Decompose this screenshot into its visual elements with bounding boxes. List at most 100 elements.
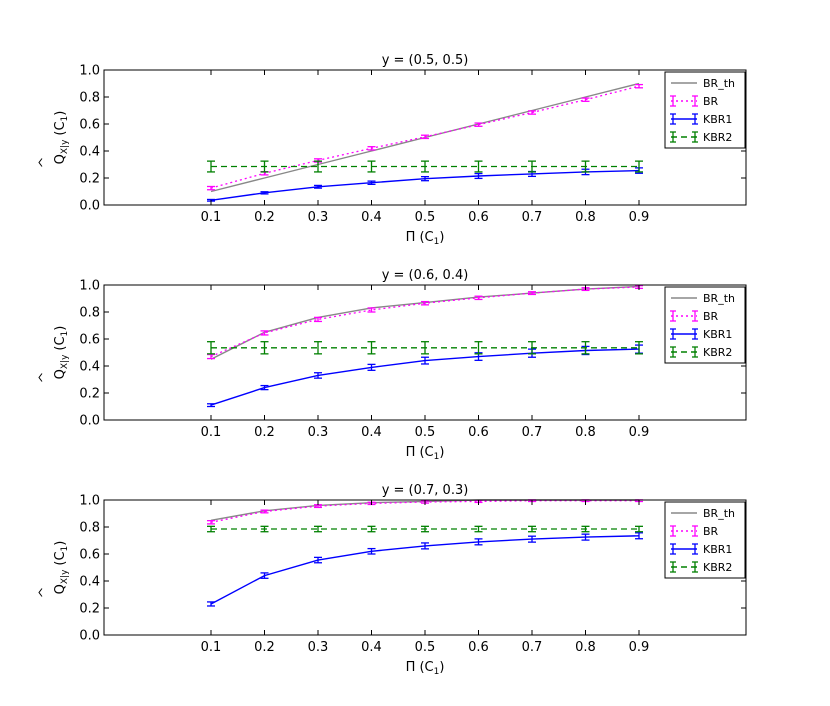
legend: BR_th BR KBR1 KBR2 (664, 286, 746, 364)
y-tick-label: 0.0 (79, 199, 100, 214)
error-bar (635, 532, 643, 540)
error-bar (421, 175, 429, 182)
y-axis-label-main: Q (53, 154, 68, 164)
legend-label: BR_th (703, 292, 735, 305)
x-tick-label: 0.8 (575, 640, 596, 655)
error-bar (528, 341, 536, 355)
error-bar (367, 160, 376, 173)
x-tick-label: 0.3 (308, 425, 329, 440)
q-hat-mark (38, 373, 43, 382)
x-axis-label-sub: 1 (434, 667, 440, 677)
x-axis-label-main: Π (C (406, 230, 434, 245)
error-bar (314, 160, 322, 173)
error-bar (474, 122, 483, 127)
error-bar (314, 556, 322, 564)
error-bar (207, 601, 215, 607)
series-kbr1 (207, 167, 643, 202)
x-tick-label: 0.2 (254, 425, 275, 440)
error-bar (260, 509, 269, 514)
error-bar (207, 403, 215, 408)
x-tick-label: 0.7 (522, 640, 543, 655)
x-tick-label: 0.8 (575, 210, 596, 225)
error-bar (581, 525, 590, 533)
x-axis-label: Π (C1) (406, 660, 445, 677)
error-bar (528, 160, 536, 173)
series-kbr2 (207, 525, 643, 533)
y-tick-label: 0.8 (79, 521, 100, 536)
x-axis-label-main: Π (C (406, 445, 434, 460)
chart-title: y = (0.6, 0.4) (382, 268, 469, 283)
error-bar (367, 341, 376, 355)
error-bar (421, 356, 429, 365)
x-axis-label-sub: 1 (434, 452, 440, 462)
legend-box (664, 286, 746, 364)
y-tick-label: 0.0 (79, 629, 100, 644)
error-bar (528, 110, 536, 115)
y-tick-label: 0.4 (79, 145, 100, 160)
x-tick-label: 0.2 (254, 210, 275, 225)
x-tick-label: 0.6 (468, 425, 489, 440)
chart-panel-3: y = (0.7, 0.3) 0.1 0.2 0.3 0.4 0.5 0.6 0.7 0.8 0.… (38, 483, 747, 677)
error-bar (581, 160, 590, 173)
y-axis-label-sub: X|y (60, 569, 70, 584)
legend-item-kbr1: KBR1 (670, 113, 732, 126)
error-bar (207, 525, 215, 533)
legend: BR_th BR KBR1 KBR2 (664, 501, 746, 579)
error-bar (260, 572, 269, 579)
series-kbr2 (207, 160, 643, 173)
error-bar (314, 184, 322, 189)
x-tick-label: 0.2 (254, 640, 275, 655)
x-tick-label: 0.5 (415, 640, 436, 655)
error-bar (528, 535, 536, 543)
error-bar (367, 307, 376, 313)
error-bar (581, 97, 590, 102)
x-axis-label-main: Π (C (406, 660, 434, 675)
legend-item-kbr2: KBR2 (670, 346, 732, 359)
y-axis-label-sub: X|y (60, 354, 70, 369)
error-bar (260, 384, 269, 391)
error-bar (581, 341, 590, 355)
legend-item-br: BR (670, 95, 719, 108)
error-bar (421, 341, 429, 355)
legend-label: KBR2 (703, 346, 732, 359)
y-tick-label: 0.8 (79, 91, 100, 106)
legend-label: BR (703, 525, 719, 538)
x-tick-label: 0.4 (361, 640, 382, 655)
x-tick-label: 0.5 (415, 210, 436, 225)
legend-item-kbr2: KBR2 (670, 131, 732, 144)
y-tick-label: 0.2 (79, 172, 100, 187)
y-tick-label: 0.4 (79, 360, 100, 375)
x-tick-label: 0.7 (522, 210, 543, 225)
plot-frame (103, 499, 747, 636)
error-bar (635, 83, 643, 89)
x-axis-label-close: ) (439, 660, 444, 675)
chart-panel-2: y = (0.6, 0.4) 0.1 0.2 0.3 0.4 0.5 0.6 0.7 0.8 0.… (38, 268, 747, 462)
series-br (207, 285, 643, 360)
q-hat-mark (38, 158, 43, 167)
x-axis-label: Π (C1) (406, 230, 445, 247)
error-bar (421, 134, 429, 140)
x-tick-label: 0.8 (575, 425, 596, 440)
q-hat-mark (38, 588, 43, 597)
y-tick-label: 0.6 (79, 118, 100, 133)
y-axis-label-close: ) (53, 541, 68, 546)
x-tick-label: 0.6 (468, 210, 489, 225)
error-bar (367, 146, 376, 151)
x-tick-label: 0.3 (308, 640, 329, 655)
legend-label: KBR2 (703, 561, 732, 574)
x-axis-label-close: ) (439, 445, 444, 460)
error-bar (314, 341, 322, 355)
error-bar (474, 160, 483, 173)
legend: BR_th BR KBR1 KBR2 (664, 71, 746, 149)
error-bar (474, 295, 483, 301)
error-bar (314, 316, 322, 323)
x-tick-label: 0.1 (201, 425, 222, 440)
legend-label: BR (703, 95, 719, 108)
error-bar (260, 341, 269, 355)
error-bar (528, 525, 536, 533)
y-tick-label: 0.2 (79, 387, 100, 402)
y-tick-label: 1.0 (79, 64, 100, 79)
x-tick-label: 0.4 (361, 425, 382, 440)
y-tick-label: 1.0 (79, 494, 100, 509)
y-axis-label: QX|y (C1) (53, 541, 70, 595)
